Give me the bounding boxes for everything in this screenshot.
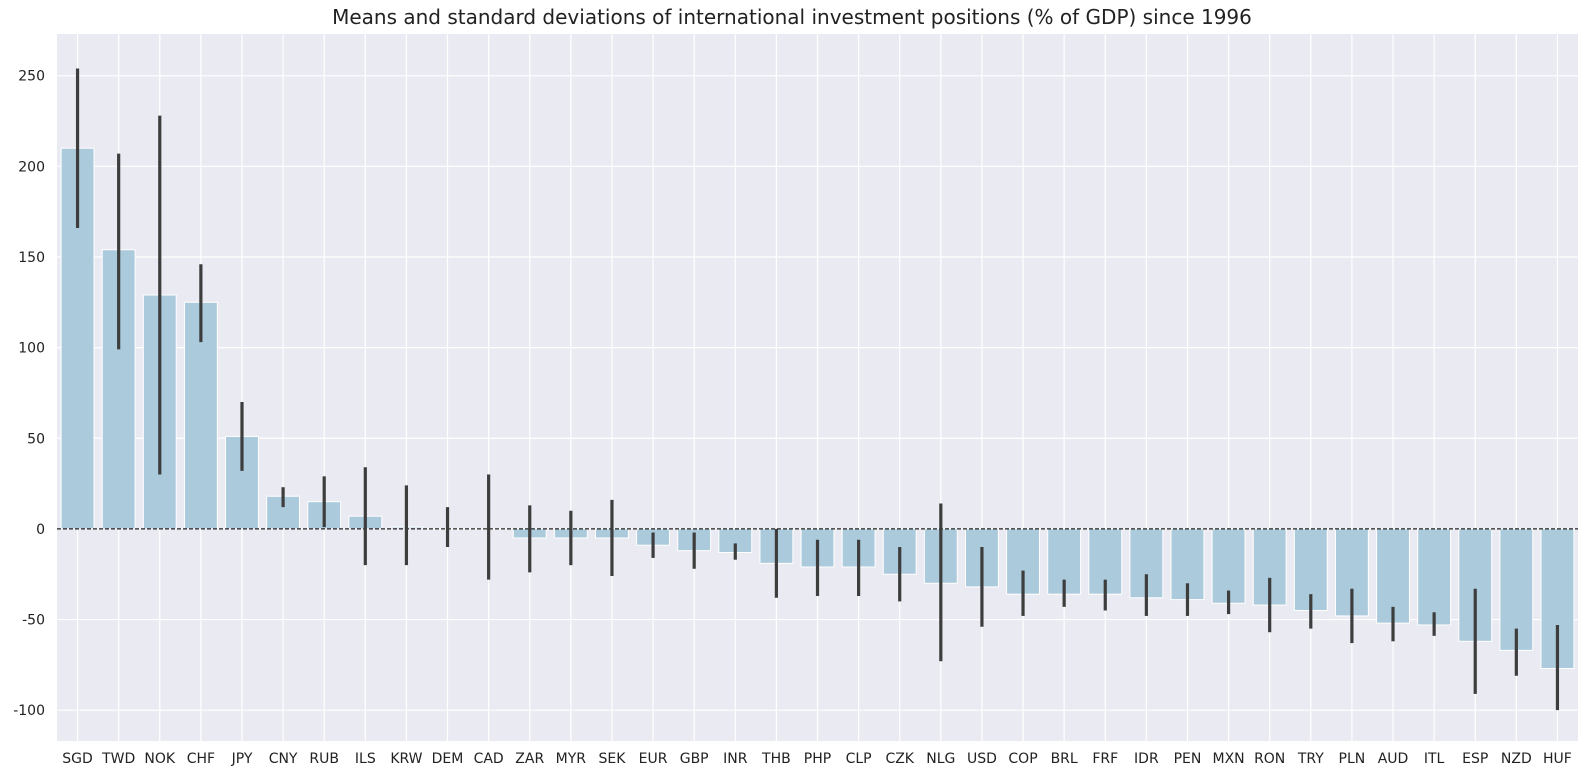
x-tick-label: BRL (1051, 751, 1078, 767)
y-tick-label: 50 (27, 431, 45, 447)
x-tick-label: GBP (680, 751, 709, 767)
x-tick-label: ITL (1424, 751, 1445, 767)
y-tick-label: 100 (18, 341, 45, 357)
y-tick-label: -100 (13, 703, 45, 719)
x-tick-label: USD (967, 751, 997, 767)
x-axis-ticks: SGD TWD NOK CHF JPY CNY RUB ILS KRW DEM CAD ZAR MYR S… (62, 751, 1572, 767)
x-tick-label: RON (1254, 751, 1285, 767)
y-axis-ticks: -100 -50 0 50 100 150 200 250 (13, 69, 45, 719)
x-tick-label: NLG (926, 751, 955, 767)
y-tick-label: 150 (18, 250, 45, 266)
chart-title: Means and standard deviations of interna… (332, 5, 1252, 29)
x-tick-label: ZAR (515, 751, 544, 767)
x-tick-label: NOK (144, 751, 175, 767)
x-tick-label: AUD (1378, 751, 1409, 767)
y-tick-label: -50 (22, 613, 45, 629)
x-tick-label: CNY (269, 751, 298, 767)
x-tick-label: ILS (355, 751, 376, 767)
x-tick-label: INR (723, 751, 748, 767)
bar-itl (1417, 528, 1452, 626)
x-tick-label: MYR (556, 751, 587, 767)
bar-cop (1006, 528, 1040, 595)
x-tick-label: NZD (1501, 751, 1532, 767)
x-tick-label: RUB (309, 751, 339, 767)
y-tick-label: 200 (18, 159, 45, 175)
x-tick-label: PLN (1339, 751, 1366, 767)
x-tick-label: IDR (1134, 751, 1159, 767)
x-tick-label: KRW (390, 751, 422, 767)
x-tick-label: SEK (598, 751, 626, 767)
x-tick-label: MXN (1213, 751, 1245, 767)
x-tick-label: ESP (1462, 751, 1488, 767)
y-tick-label: 0 (36, 522, 45, 538)
x-tick-label: COP (1008, 751, 1037, 767)
x-tick-label: TWD (101, 751, 135, 767)
x-tick-label: HUF (1543, 751, 1572, 767)
x-tick-label: SGD (62, 751, 93, 767)
x-tick-label: THB (761, 751, 791, 767)
x-tick-label: CHF (187, 751, 215, 767)
x-tick-label: PEN (1174, 751, 1202, 767)
x-tick-label: CLP (846, 751, 872, 767)
x-tick-label: PHP (804, 751, 831, 767)
x-tick-label: JPY (231, 751, 253, 767)
y-tick-label: 250 (18, 69, 45, 85)
x-tick-label: CAD (474, 751, 504, 767)
x-tick-label: FRF (1092, 751, 1118, 767)
x-tick-label: CZK (885, 751, 914, 767)
x-tick-label: TRY (1297, 751, 1324, 767)
x-tick-label: DEM (432, 751, 464, 767)
x-tick-label: EUR (639, 751, 668, 767)
error-bars (75, 68, 1560, 711)
